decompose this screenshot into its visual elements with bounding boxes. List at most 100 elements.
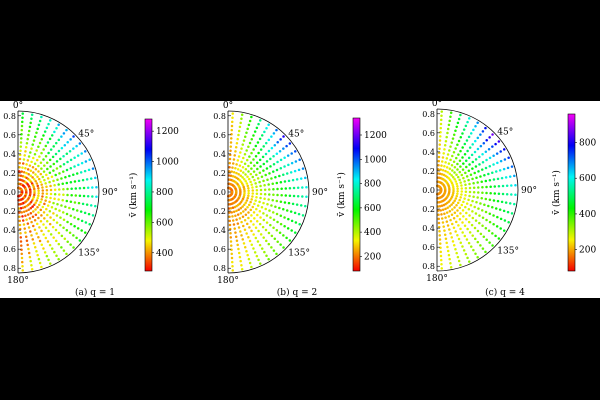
data-point [446,131,449,135]
data-point [42,134,45,137]
data-point [446,127,450,131]
angle-label: 90° [312,188,328,198]
data-point [244,213,248,217]
data-point [45,189,49,192]
data-point [247,257,251,261]
data-point [20,252,23,256]
data-point [244,173,247,176]
data-point [243,178,246,181]
data-point [464,183,467,187]
data-point [229,149,232,152]
radial-tick-label: 0.6 [3,131,16,140]
data-point [289,210,293,213]
data-point [265,160,269,163]
data-point [444,169,447,173]
data-point [477,207,480,210]
data-point [35,182,39,185]
data-point [229,174,233,177]
data-point [43,251,47,254]
data-point [20,137,23,140]
data-point [235,163,238,166]
data-point [487,147,491,151]
data-point [243,246,247,249]
data-point [276,187,279,191]
data-point [491,145,494,148]
data-point [250,137,254,141]
radial-tick-label: 0.0 [422,186,435,195]
scatter-points [17,112,98,272]
data-point [21,112,24,115]
colorbar-tick-label: 600 [364,204,381,214]
data-point [484,197,488,201]
data-point [440,213,443,216]
data-point [276,141,279,144]
data-point [44,236,48,240]
data-point [452,187,455,191]
data-point [57,198,60,201]
data-point [439,126,442,130]
data-point [458,198,461,202]
data-point [301,167,305,170]
data-point [274,175,277,179]
data-point [236,168,240,171]
panel-caption: (b) q = 2 [277,287,317,298]
data-point [239,259,242,263]
data-point [73,201,77,204]
data-point [468,182,471,186]
data-point [241,238,245,241]
data-point [39,161,43,164]
data-point [446,249,450,253]
data-point [452,176,455,179]
data-point [78,194,82,197]
data-point [254,226,258,230]
data-point [447,123,451,127]
data-point [477,170,480,173]
data-point [258,171,262,174]
data-point [32,171,35,174]
colorbar-label: v̄ (km s⁻¹) [551,170,562,216]
data-point [272,188,275,191]
data-point [51,155,55,159]
data-point [292,194,296,198]
data-point [505,192,509,196]
data-point [476,229,480,233]
data-point [458,218,462,221]
data-point [460,190,464,193]
data-point [268,209,271,212]
data-point [476,121,479,125]
angle-label: 180° [217,276,239,286]
data-point [298,223,301,226]
data-point [474,219,478,222]
data-point [242,171,245,174]
data-point [247,123,251,127]
data-point [60,177,63,180]
data-point [272,193,275,196]
data-point [243,162,247,165]
data-point [19,149,22,152]
data-point [230,170,233,173]
data-point [454,147,457,150]
data-point [243,228,247,231]
data-point [88,223,91,226]
data-point [19,232,22,235]
data-point [450,203,453,206]
data-point [280,194,283,197]
data-point [476,240,480,244]
data-point [37,189,40,192]
data-point [253,178,256,182]
data-point [18,211,21,214]
data-point [255,173,258,177]
data-point [69,214,73,218]
data-point [298,158,301,161]
data-point [240,234,243,237]
data-point [228,165,231,169]
data-point [295,203,299,206]
data-point [479,232,483,236]
data-point [252,211,256,214]
data-point [87,168,91,172]
data-point [264,228,268,232]
data-point [453,199,456,202]
data-point [462,162,465,165]
data-point [456,201,460,205]
data-point [476,147,480,151]
